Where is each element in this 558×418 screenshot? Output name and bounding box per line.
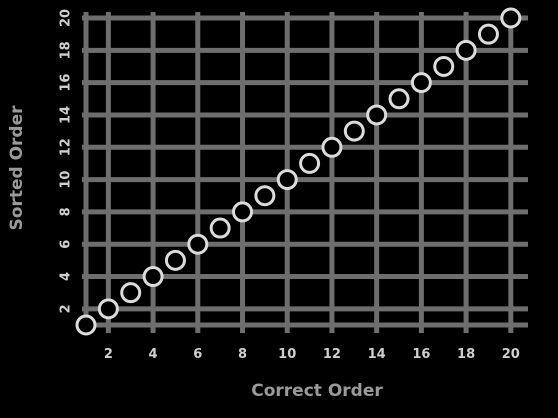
x-tick-labels: 2 4 6 8 10 12 14 16 18 20 [104,347,520,362]
x-tick-label: 14 [368,347,386,362]
data-point [120,282,142,304]
y-tick-label: 20 [59,9,74,27]
x-tick-label: 10 [278,347,296,362]
data-point [321,136,343,158]
data-point [187,233,209,255]
x-tick-label: 18 [457,347,475,362]
data-point [276,169,298,191]
data-point [164,249,186,271]
x-tick-label: 2 [104,347,113,362]
x-tick-label: 16 [412,347,430,362]
y-tick-label: 6 [59,240,74,249]
data-points [75,7,522,336]
data-point [97,298,119,320]
data-point [410,72,432,94]
x-tick-label: 6 [193,347,202,362]
x-axis-title: Correct Order [251,381,383,401]
x-tick-label: 20 [502,347,520,362]
data-point [343,120,365,142]
data-point [209,217,231,239]
y-tick-label: 8 [59,207,74,216]
y-tick-label: 18 [59,41,74,59]
x-tick-label: 12 [323,347,341,362]
y-tick-label: 2 [59,304,74,313]
grid-lines [82,12,528,333]
data-point [299,152,321,174]
data-point [500,7,522,29]
y-tick-label: 16 [59,74,74,92]
x-tick-label: 4 [149,347,158,362]
data-point [254,185,276,207]
data-point [142,266,164,288]
data-point [366,104,388,126]
x-tick-label: 8 [238,347,247,362]
data-point [75,314,97,336]
data-point [388,88,410,110]
data-point [477,23,499,45]
y-tick-label: 10 [59,171,74,189]
data-point [433,55,455,77]
y-axis-title: Sorted Order [7,105,27,231]
data-point [455,39,477,61]
y-tick-label: 12 [59,138,74,156]
y-tick-labels: 2 4 6 8 10 12 14 16 18 20 [59,9,74,313]
data-point [232,201,254,223]
y-tick-label: 14 [59,106,74,124]
y-tick-label: 4 [59,272,74,281]
